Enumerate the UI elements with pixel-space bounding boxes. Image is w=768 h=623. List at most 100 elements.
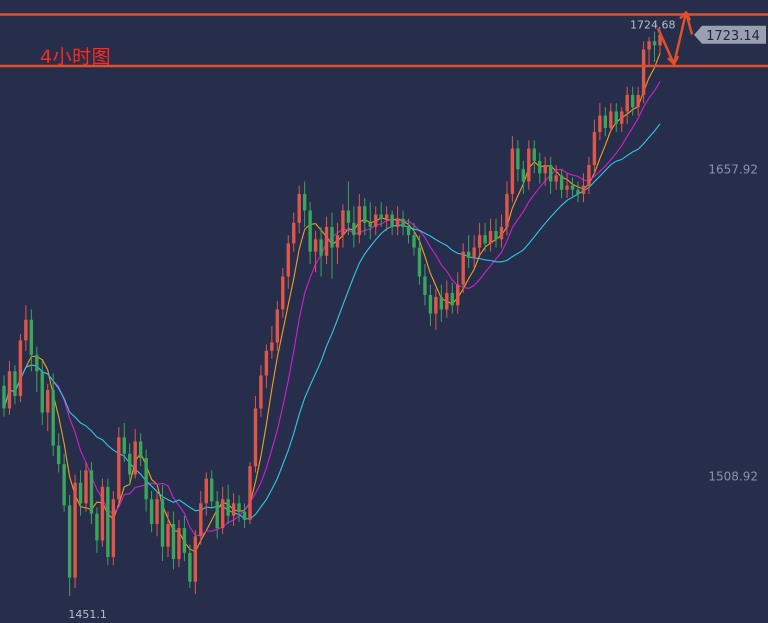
candle (417, 235, 422, 285)
candle (401, 210, 405, 236)
candle (652, 31, 657, 62)
candle-body (220, 499, 225, 529)
candle-body (357, 206, 362, 236)
candle (494, 218, 498, 248)
candle-body (652, 41, 657, 46)
candle (264, 344, 269, 388)
candle-body (423, 276, 427, 295)
candle-body (171, 523, 176, 560)
candle (111, 490, 116, 566)
candle-body (95, 513, 99, 541)
chart-title: 4小时图 (40, 46, 112, 68)
candle-body (587, 165, 591, 186)
projection-arrow-path (656, 12, 694, 68)
candle-body (324, 226, 329, 256)
candle-body (248, 466, 252, 520)
candle-body (499, 226, 504, 240)
candle-body (73, 482, 77, 578)
candle-body (210, 478, 214, 502)
ma-fast-line (3, 53, 661, 553)
candle (374, 206, 378, 236)
candle (499, 214, 504, 248)
candle-body (24, 319, 28, 341)
candle (614, 103, 618, 133)
candle-body (18, 340, 23, 397)
candle (56, 433, 61, 473)
candle-body (182, 528, 187, 553)
candle (423, 264, 427, 306)
candle-body (89, 470, 94, 514)
candle (133, 429, 137, 479)
candle-body (237, 503, 241, 512)
candle (13, 365, 17, 405)
candle-body (488, 231, 493, 244)
candle-body (445, 292, 449, 310)
low-price-label: 1451.1 (68, 608, 107, 621)
candle-body (199, 503, 203, 537)
candle (84, 462, 88, 512)
candle-body (516, 148, 520, 170)
candle-body (374, 214, 378, 227)
last-price-tag (694, 25, 766, 44)
candle-body (281, 276, 285, 310)
candle (106, 478, 110, 566)
candle (625, 86, 629, 124)
candle-body (494, 231, 498, 240)
candle-body (188, 552, 192, 582)
arrow-head-down (667, 55, 680, 67)
candle (171, 511, 176, 570)
candle (117, 427, 121, 504)
candle (570, 177, 575, 199)
candle (324, 216, 329, 265)
candle-body (270, 342, 274, 351)
candle-body (456, 284, 460, 306)
candle (510, 136, 515, 203)
candle-body (160, 499, 165, 547)
candle (516, 140, 520, 182)
candle-body (292, 222, 296, 244)
candle (428, 284, 433, 326)
candle (177, 519, 181, 568)
candle (445, 280, 449, 318)
y-tick-label: 1508.92 (708, 470, 758, 484)
candle (641, 41, 646, 104)
candle-body (29, 319, 34, 355)
candle (483, 222, 487, 252)
candle-body (335, 235, 340, 248)
candle-body (330, 226, 334, 248)
candle (160, 484, 165, 562)
candle-body (297, 193, 301, 223)
candle-body (84, 470, 88, 504)
candle-body (67, 505, 72, 578)
candle-body (302, 193, 307, 211)
candle-body (543, 165, 547, 174)
candle-body (538, 160, 542, 174)
candle-body (144, 457, 148, 500)
candle-body (477, 235, 482, 248)
candle-body (428, 294, 433, 314)
candle-body (253, 408, 258, 467)
candle (527, 140, 531, 190)
candle-body (155, 499, 159, 524)
candle (24, 305, 28, 351)
candle-body (565, 185, 569, 190)
candle (368, 202, 372, 240)
candle-body (231, 503, 236, 516)
candle (7, 361, 12, 415)
candle-body (647, 41, 651, 50)
candle-body (527, 148, 531, 182)
candle (220, 486, 225, 535)
candle (363, 198, 367, 236)
candle-body (259, 375, 263, 409)
candle-body (62, 464, 66, 506)
candle-body (368, 222, 372, 227)
candle-body (395, 218, 400, 227)
candle-body (149, 499, 154, 524)
candle-body (286, 243, 290, 277)
candle (100, 478, 105, 547)
candle-body (390, 214, 394, 227)
candle-body (576, 189, 580, 194)
candle-body (106, 486, 110, 557)
candle (2, 375, 6, 417)
candle (587, 156, 591, 194)
